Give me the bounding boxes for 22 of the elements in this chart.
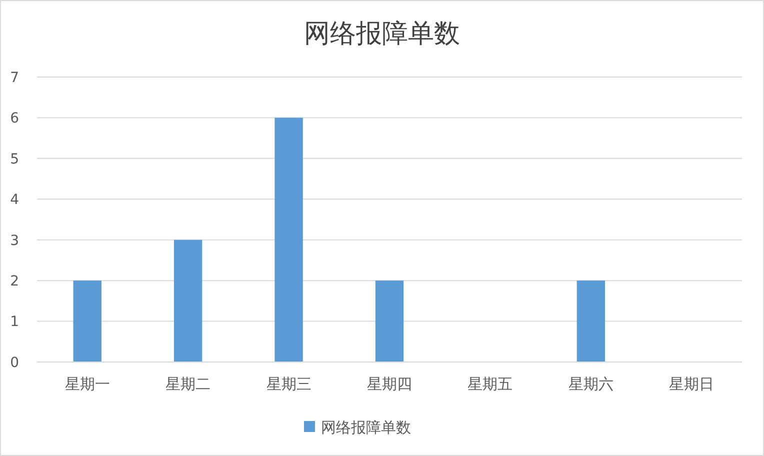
y-tick-label: 2 <box>10 273 19 290</box>
y-tick-label: 0 <box>10 354 19 371</box>
x-tick-label: 星期六 <box>568 375 614 393</box>
y-tick-label: 5 <box>10 151 19 168</box>
x-tick-label: 星期二 <box>166 375 211 393</box>
bar <box>73 280 102 362</box>
bar <box>576 280 606 362</box>
x-tick-label: 星期日 <box>669 375 714 393</box>
y-tick-label: 3 <box>10 232 19 249</box>
y-tick-label: 1 <box>10 314 19 330</box>
x-tick-label: 星期五 <box>468 375 513 393</box>
bar <box>274 118 303 362</box>
legend-label: 网络报障单数 <box>321 418 411 436</box>
chart-title: 网络报障单数 <box>304 19 460 49</box>
bar <box>375 280 404 362</box>
x-tick-label: 星期四 <box>367 375 412 393</box>
y-tick-label: 7 <box>10 70 19 86</box>
x-tick-label: 星期一 <box>64 375 110 393</box>
y-tick-label: 4 <box>10 192 20 208</box>
x-tick-label: 星期三 <box>266 375 312 393</box>
bar <box>174 240 202 362</box>
y-tick-label: 6 <box>10 110 20 127</box>
